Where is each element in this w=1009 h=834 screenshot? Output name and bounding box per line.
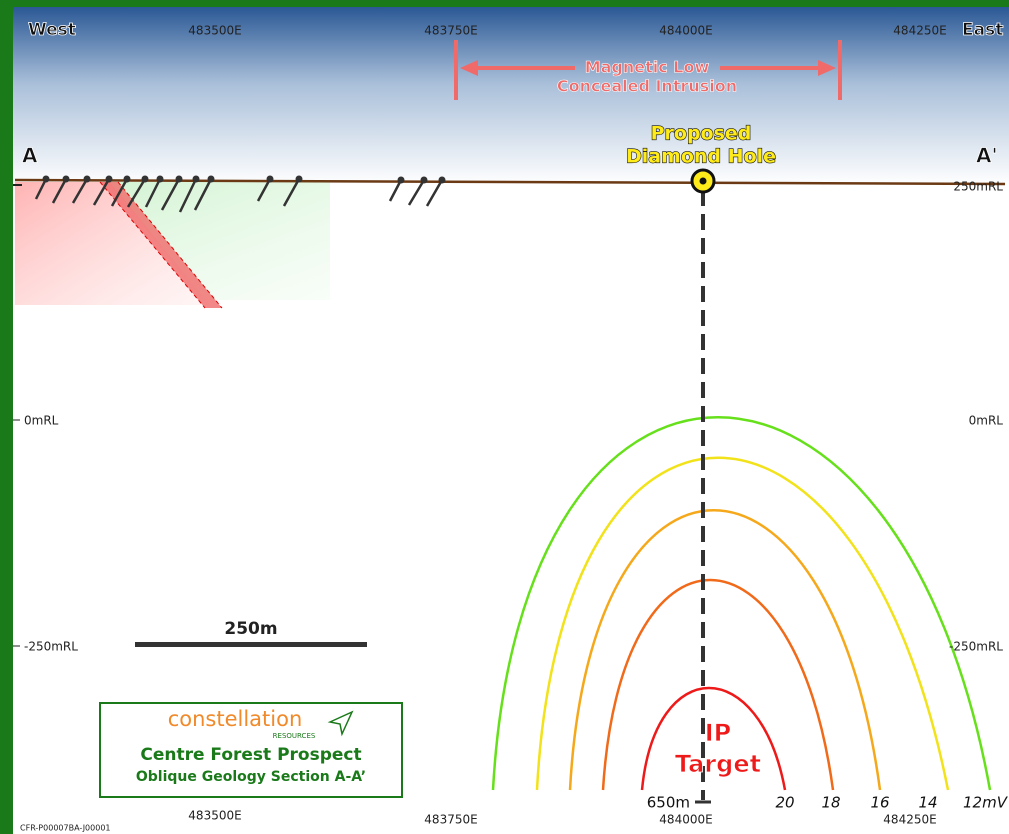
- easting-label: 483500E: [188, 809, 241, 823]
- proposed-hole-label: Diamond Hole: [626, 146, 776, 168]
- section-end: A': [976, 144, 998, 168]
- dyke-edge: [99, 181, 206, 309]
- logo-icon: [327, 710, 354, 737]
- logo-box: [99, 702, 403, 798]
- easting-label: 483500E: [188, 24, 241, 38]
- rl-label: -250mRL: [24, 640, 78, 654]
- rl-label: 250mRL: [953, 180, 1003, 194]
- scale-bar: [135, 642, 367, 647]
- contour-label: 14: [918, 794, 937, 812]
- red-dyke: [100, 182, 222, 308]
- magnetic-low-label: Concealed Intrusion: [557, 77, 737, 96]
- arrow-head: [818, 60, 836, 76]
- proposed-hole-label: Proposed: [651, 123, 752, 145]
- rl-label: -250mRL: [949, 640, 1003, 654]
- contour-label: 12mV: [963, 794, 1009, 812]
- contour-label: 16: [870, 794, 889, 812]
- prospect-name: Centre Forest Prospect: [140, 745, 361, 765]
- ip-target-label: IP: [705, 719, 732, 747]
- depth-label: 650m: [647, 794, 690, 812]
- section-name: Oblique Geology Section A-A’: [136, 769, 366, 785]
- west-label: West: [28, 20, 76, 40]
- east-label: East: [962, 20, 1003, 40]
- section-start: A: [22, 144, 38, 168]
- easting-label: 484250E: [883, 813, 936, 827]
- easting-label: 484000E: [659, 24, 712, 38]
- arrow-head: [460, 60, 478, 76]
- green-zone: [15, 182, 330, 300]
- easting-label: 484250E: [893, 24, 946, 38]
- easting-label: 483750E: [424, 24, 477, 38]
- magnetic-low-label: Magnetic Low: [585, 58, 710, 77]
- contour-label: 20: [775, 794, 794, 812]
- magnetic-low-bracket: [454, 40, 842, 100]
- company-name: constellation: [168, 707, 303, 731]
- red-zone: [15, 182, 210, 305]
- rl-label: 0mRL: [969, 414, 1004, 428]
- contour-label: 18: [821, 794, 840, 812]
- ip-target-label: Target: [675, 750, 761, 778]
- rl-label: 0mRL: [24, 414, 59, 428]
- dyke-edge: [117, 181, 223, 309]
- collar-dot: [699, 177, 707, 185]
- sky: [0, 0, 1009, 185]
- easting-label: 483750E: [424, 813, 477, 827]
- border-left: [0, 0, 13, 834]
- easting-label: 484000E: [659, 813, 712, 827]
- drill-holes: [34, 175, 446, 213]
- company-sub: RESOURCES: [273, 732, 316, 740]
- footer-code: CFR-P00007BA-J00001: [20, 824, 111, 833]
- scale-bar-label: 250m: [224, 619, 277, 639]
- ip-contours: [491, 416, 992, 791]
- border-top: [0, 0, 1009, 7]
